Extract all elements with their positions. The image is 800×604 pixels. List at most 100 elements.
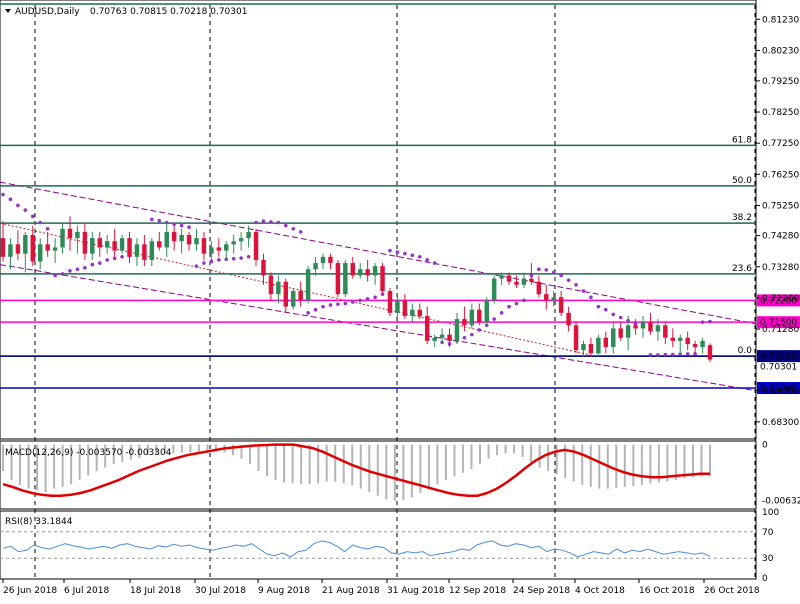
candle-body	[529, 278, 534, 282]
price-tick-label: 0.74280	[762, 232, 799, 242]
candle-body	[670, 337, 676, 341]
dropdown-triangle-icon[interactable]	[5, 9, 11, 13]
rsi-indicator: 100 70 30 0	[0, 508, 779, 584]
candle-body	[692, 343, 698, 348]
sar-dot	[38, 220, 43, 225]
candle-body	[648, 322, 653, 332]
sar-dot	[298, 230, 303, 234]
candle-body	[45, 244, 50, 251]
candle-body	[231, 241, 236, 245]
time-tick-label: 30 Jul 2018	[195, 586, 246, 596]
candle-body	[365, 269, 370, 276]
candle-body	[119, 238, 125, 251]
candle-body	[350, 263, 356, 276]
candle-body	[343, 263, 348, 295]
sar-dot	[685, 352, 690, 356]
candle-body	[52, 247, 58, 251]
sar-dot	[537, 267, 541, 272]
time-tick-label: 21 Aug 2018	[322, 586, 380, 596]
candle-body	[179, 235, 184, 242]
sar-dot	[261, 219, 266, 223]
sar-dot	[276, 220, 281, 225]
sar-dot	[8, 197, 13, 202]
candle-body	[447, 334, 452, 341]
candle-body	[588, 343, 594, 354]
sar-dot	[648, 353, 653, 357]
current-price-label: 0.70301	[760, 363, 797, 373]
sar-dot	[23, 208, 28, 212]
sar-dot	[16, 203, 20, 208]
sar-dot	[83, 265, 87, 270]
sar-dot	[157, 218, 162, 223]
candle-body	[15, 244, 21, 254]
sar-dot	[150, 217, 154, 222]
candle-body	[283, 281, 289, 307]
sar-dot	[403, 251, 407, 256]
sar-dot	[566, 278, 571, 282]
candle-body	[410, 309, 415, 316]
candle-body	[268, 275, 274, 295]
sar-dot	[291, 226, 296, 231]
sar-dot	[470, 332, 474, 337]
sar-dot	[112, 256, 117, 261]
sar-dot	[700, 320, 705, 324]
candle-body	[491, 278, 497, 301]
candle-body	[477, 309, 482, 323]
candle-body	[551, 297, 556, 301]
sar-dot	[581, 289, 586, 293]
candle-body	[640, 322, 646, 329]
candle-body	[402, 300, 408, 316]
parabolic-sar	[1, 192, 712, 357]
candle-body	[536, 281, 542, 295]
fib-level-label: 0.0	[738, 346, 753, 356]
candle-body	[104, 241, 110, 248]
time-tick-label: 31 Aug 2018	[387, 586, 445, 596]
candle-body	[357, 269, 363, 276]
candle-body	[134, 244, 140, 257]
candle-body	[194, 238, 199, 245]
time-axis: 26 Jun 2018 6 Jul 2018 18 Jul 2018 30 Jul 2…	[2, 579, 760, 596]
candles	[0, 216, 713, 363]
candle-body	[454, 319, 460, 341]
sar-dot	[618, 315, 623, 320]
price-tick-label: 0.81230	[762, 15, 799, 25]
level-price-tag	[757, 316, 800, 329]
sar-dot	[187, 225, 191, 230]
candle-body	[164, 231, 169, 248]
candle-body	[566, 312, 571, 326]
sar-dot	[306, 311, 310, 315]
candle-body	[246, 231, 251, 239]
candle-body	[97, 238, 102, 248]
candle-body	[305, 269, 311, 301]
candle-body	[75, 231, 80, 239]
price-tick-label: 0.68300	[762, 418, 799, 428]
sar-dot	[179, 223, 184, 228]
sar-dot	[574, 283, 578, 287]
sar-dot	[544, 268, 549, 272]
candle-body	[142, 244, 147, 260]
sar-dot	[596, 304, 601, 309]
candle-body	[700, 340, 705, 348]
macd-indicator: 0 -0.006329	[2, 441, 800, 506]
candle-body	[0, 238, 6, 257]
sar-dot	[693, 352, 697, 356]
price-tick-label: 0.72280	[762, 294, 799, 304]
macd-signal-line	[2, 443, 710, 497]
rsi-tick-label: 30	[762, 554, 774, 564]
sar-dot	[507, 304, 511, 309]
candle-body	[23, 235, 28, 254]
candle-body	[82, 231, 88, 254]
channel-lower-line	[0, 264, 757, 392]
price-tick-label: 0.76250	[762, 170, 799, 180]
time-tick-label: 4 Oct 2018	[575, 586, 625, 596]
level-price-label: 0.71500	[760, 318, 797, 328]
level-price-label: 0.69385	[760, 384, 797, 394]
time-tick-label: 9 Aug 2018	[258, 586, 310, 596]
level-price-tag	[757, 382, 800, 395]
main-panel-frame	[0, 0, 757, 440]
fib-level-label: 50.0	[732, 176, 752, 186]
sar-dot	[410, 253, 415, 258]
candle-body	[253, 231, 259, 260]
sar-dot	[217, 258, 221, 262]
candle-body	[417, 309, 422, 316]
